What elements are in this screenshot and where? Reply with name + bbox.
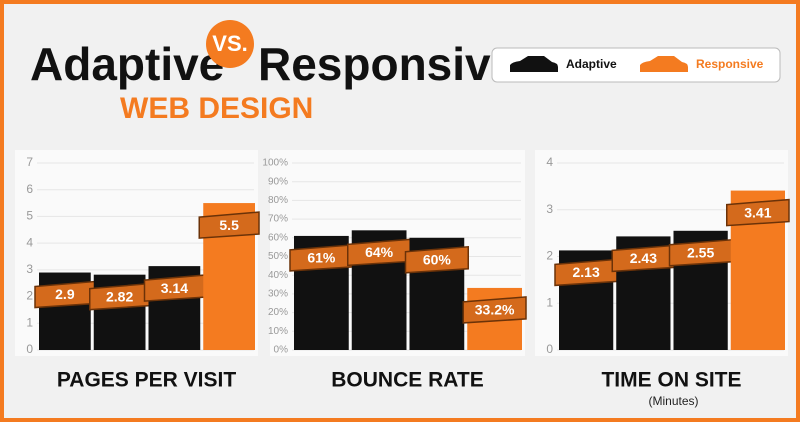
y-tick-label: 10% (268, 326, 288, 337)
y-tick-label: 80% (268, 195, 288, 206)
value-label-tag (462, 296, 527, 324)
legend-icon (510, 56, 558, 72)
legend-icon (640, 56, 688, 72)
value-label: 61% (307, 250, 336, 266)
title-vs: VS. (212, 31, 247, 56)
value-label: 2.55 (687, 244, 714, 260)
chart-subtitle: (Minutes) (648, 394, 698, 408)
legend-label: Responsive (696, 57, 764, 71)
y-tick-label: 6 (26, 182, 33, 196)
chart-title: TIME ON SITE (601, 369, 741, 392)
chart-title: BOUNCE RATE (331, 369, 483, 392)
value-label: 2.43 (630, 250, 657, 266)
vs-badge (206, 20, 254, 68)
value-label: 60% (423, 252, 452, 268)
y-tick-label: 70% (268, 214, 288, 225)
value-label: 2.82 (106, 288, 133, 304)
y-tick-label: 0 (546, 342, 553, 356)
value-label: 5.5 (219, 217, 239, 233)
value-label-tag (404, 245, 469, 274)
y-tick-label: 3 (546, 202, 553, 216)
value-label: 2.13 (573, 264, 600, 280)
value-label: 2.9 (55, 286, 75, 302)
y-tick-label: 2 (546, 249, 553, 263)
y-tick-label: 4 (26, 235, 33, 249)
y-tick-label: 0 (26, 342, 33, 356)
value-label: 64% (365, 244, 394, 260)
y-tick-label: 100% (262, 158, 288, 169)
legend: Adaptive Responsive (510, 56, 764, 72)
y-tick-label: 7 (26, 155, 33, 169)
value-label: 33.2% (475, 302, 515, 318)
y-tick-label: 30% (268, 289, 288, 300)
value-label-tag (198, 211, 260, 239)
legend-label: Adaptive (566, 57, 617, 71)
y-tick-label: 2 (26, 289, 33, 303)
y-tick-label: 20% (268, 307, 288, 318)
y-tick-label: 40% (268, 270, 288, 281)
title-left: Adaptive (30, 38, 224, 90)
y-tick-label: 4 (546, 155, 553, 169)
legend-box (491, 47, 781, 83)
value-label: 3.14 (161, 280, 188, 296)
chart-title: PAGES PER VISIT (57, 369, 236, 392)
title-right: Responsive (258, 38, 516, 90)
y-tick-label: 1 (546, 295, 553, 309)
y-tick-label: 60% (268, 232, 288, 243)
y-tick-label: 1 (26, 315, 33, 329)
subtitle: WEB DESIGN (120, 92, 313, 125)
y-tick-label: 50% (268, 251, 288, 262)
value-label: 3.41 (744, 204, 771, 220)
y-tick-label: 5 (26, 209, 33, 223)
value-label-tag (726, 198, 790, 227)
y-tick-label: 0% (274, 345, 289, 356)
charts: 0 1 2 3 4 5 6 7 2.9 2.82 3.14 5.5 PAGES PER VISIT 0% 1… (15, 150, 790, 408)
y-tick-label: 90% (268, 176, 288, 187)
y-tick-label: 3 (26, 262, 33, 276)
